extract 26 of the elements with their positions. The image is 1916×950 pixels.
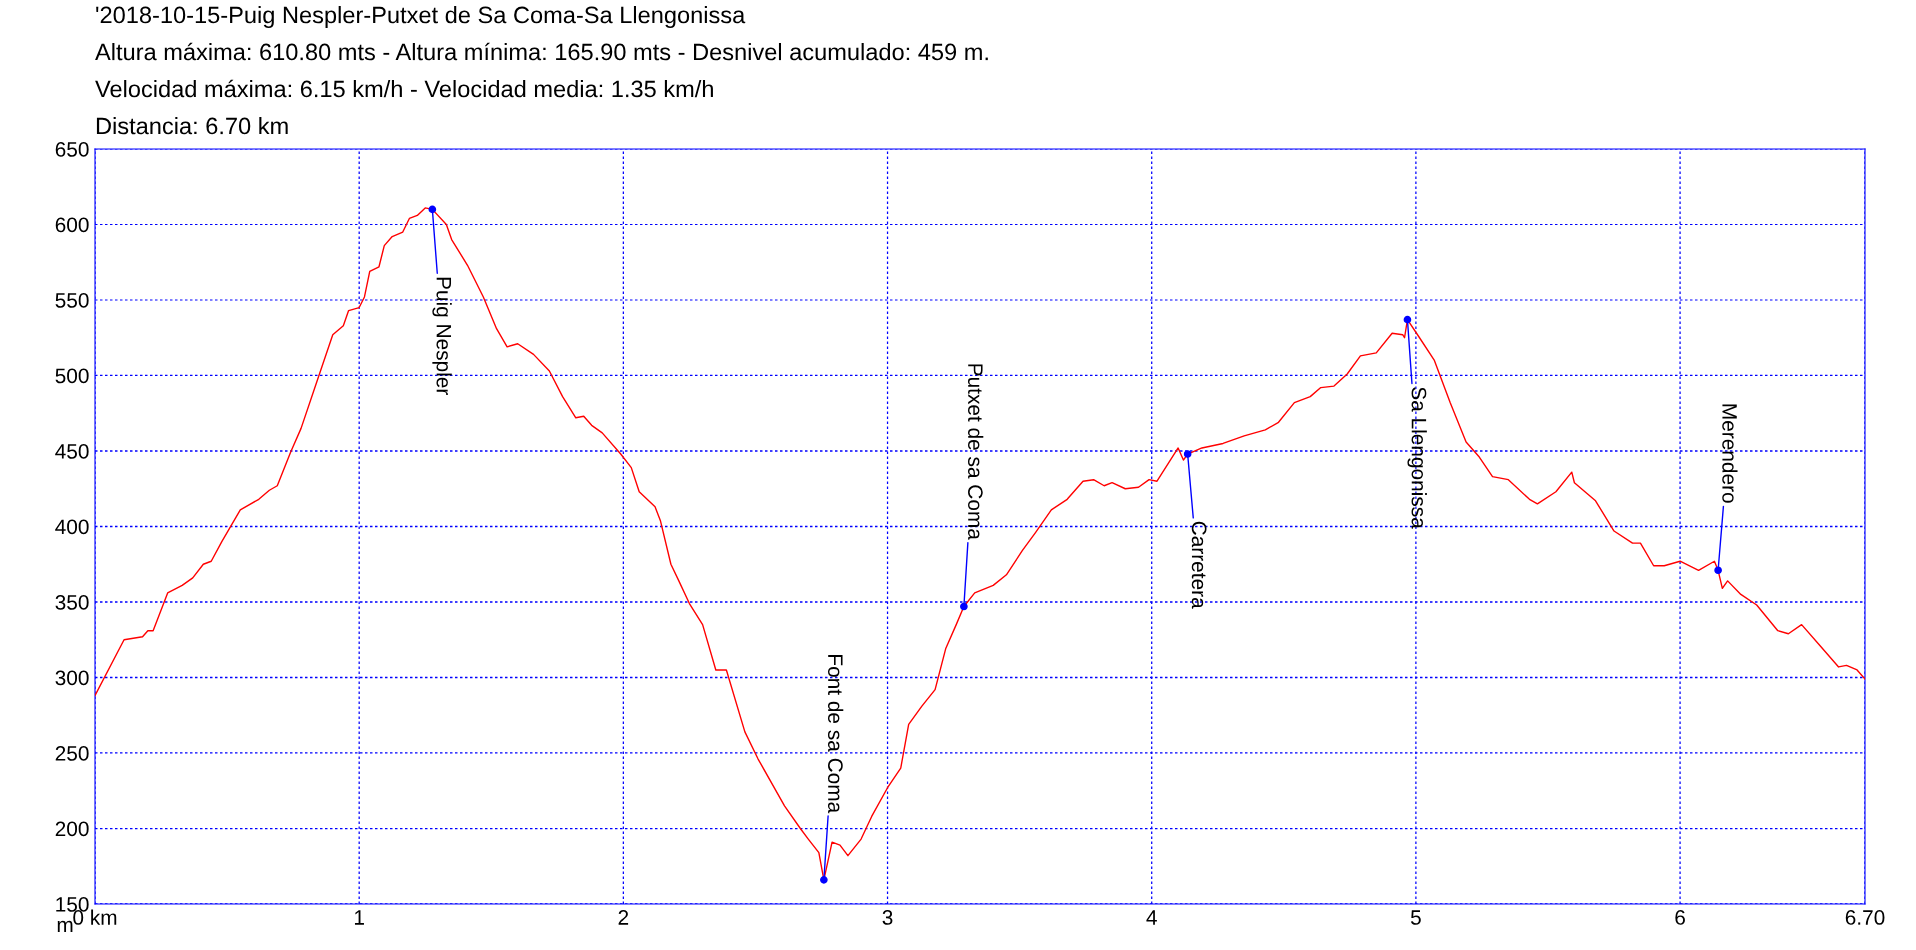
y-tick-label: 350 xyxy=(55,595,89,610)
annotation: Puig Nespler xyxy=(432,277,452,395)
y-tick-label: 200 xyxy=(55,821,89,837)
y-tick-label: 600 xyxy=(55,217,89,233)
annotation: Carretera xyxy=(1191,521,1207,609)
y-tick-label: 650 xyxy=(55,142,89,157)
y-tick-label: 400 xyxy=(55,519,89,535)
y-tick-label: 300 xyxy=(55,670,89,686)
annotation: Font de sa Coma xyxy=(827,655,844,814)
annotation: Putxet de sa Coma xyxy=(968,364,984,540)
y-tick-label: 500 xyxy=(55,368,89,384)
chart-title: '2018-10-15-Puig Nespler-Putxet de Sa Coma-Sa Llengonissa xyxy=(96,6,746,29)
x-tick-label: 6.70 xyxy=(1845,910,1885,925)
x-tick-label: 4 xyxy=(1146,910,1157,925)
y-tick-label: 250 xyxy=(55,746,89,761)
x-tick-label: 1 xyxy=(354,910,364,925)
chart-subtitle: Altura máxima: 610.80 mts - Altura mínima: 165.90 mts - Desnivel acumulado: 459 m. Velocidad máxima: 6.15 km/h - Velocidad media: 1.35 km/h Distancia: 6.70 km xyxy=(95,42,988,135)
y-tick-label: 450 xyxy=(55,444,89,459)
x-tick-label: 2 xyxy=(618,910,629,925)
y-axis-title: m xyxy=(57,920,73,933)
x-tick-label: 5 xyxy=(1410,910,1421,925)
annotation: Sa Llengonissa xyxy=(1407,387,1427,529)
annotation: Merendero xyxy=(1722,404,1738,503)
x-tick-label: 3 xyxy=(882,910,893,925)
y-tick-label: 550 xyxy=(55,293,89,308)
x-tick-label: 6 xyxy=(1675,910,1685,925)
